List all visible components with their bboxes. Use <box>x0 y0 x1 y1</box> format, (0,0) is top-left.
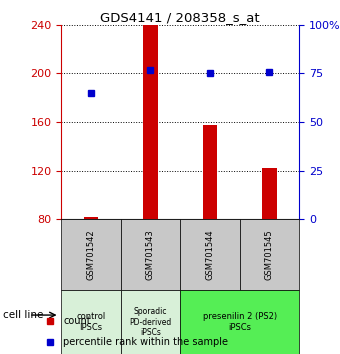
Bar <box>240 219 299 290</box>
Text: percentile rank within the sample: percentile rank within the sample <box>63 337 228 347</box>
Text: GSM701543: GSM701543 <box>146 229 155 280</box>
Text: control
IPSCs: control IPSCs <box>76 313 106 332</box>
Bar <box>143 25 158 219</box>
Text: Sporadic
PD-derived
iPSCs: Sporadic PD-derived iPSCs <box>129 307 172 337</box>
Bar <box>180 290 299 354</box>
Bar <box>61 290 121 354</box>
Text: GSM701542: GSM701542 <box>86 229 96 280</box>
Bar <box>180 219 240 290</box>
Text: cell line: cell line <box>3 310 44 320</box>
Bar <box>121 290 180 354</box>
Text: count: count <box>63 316 91 326</box>
Text: GSM701545: GSM701545 <box>265 229 274 280</box>
Bar <box>121 219 180 290</box>
Bar <box>262 169 277 219</box>
Title: GDS4141 / 208358_s_at: GDS4141 / 208358_s_at <box>100 11 260 24</box>
Bar <box>203 125 217 219</box>
Bar <box>61 219 121 290</box>
Bar <box>84 217 98 219</box>
Text: GSM701544: GSM701544 <box>205 229 215 280</box>
Text: presenilin 2 (PS2)
iPSCs: presenilin 2 (PS2) iPSCs <box>203 313 277 332</box>
